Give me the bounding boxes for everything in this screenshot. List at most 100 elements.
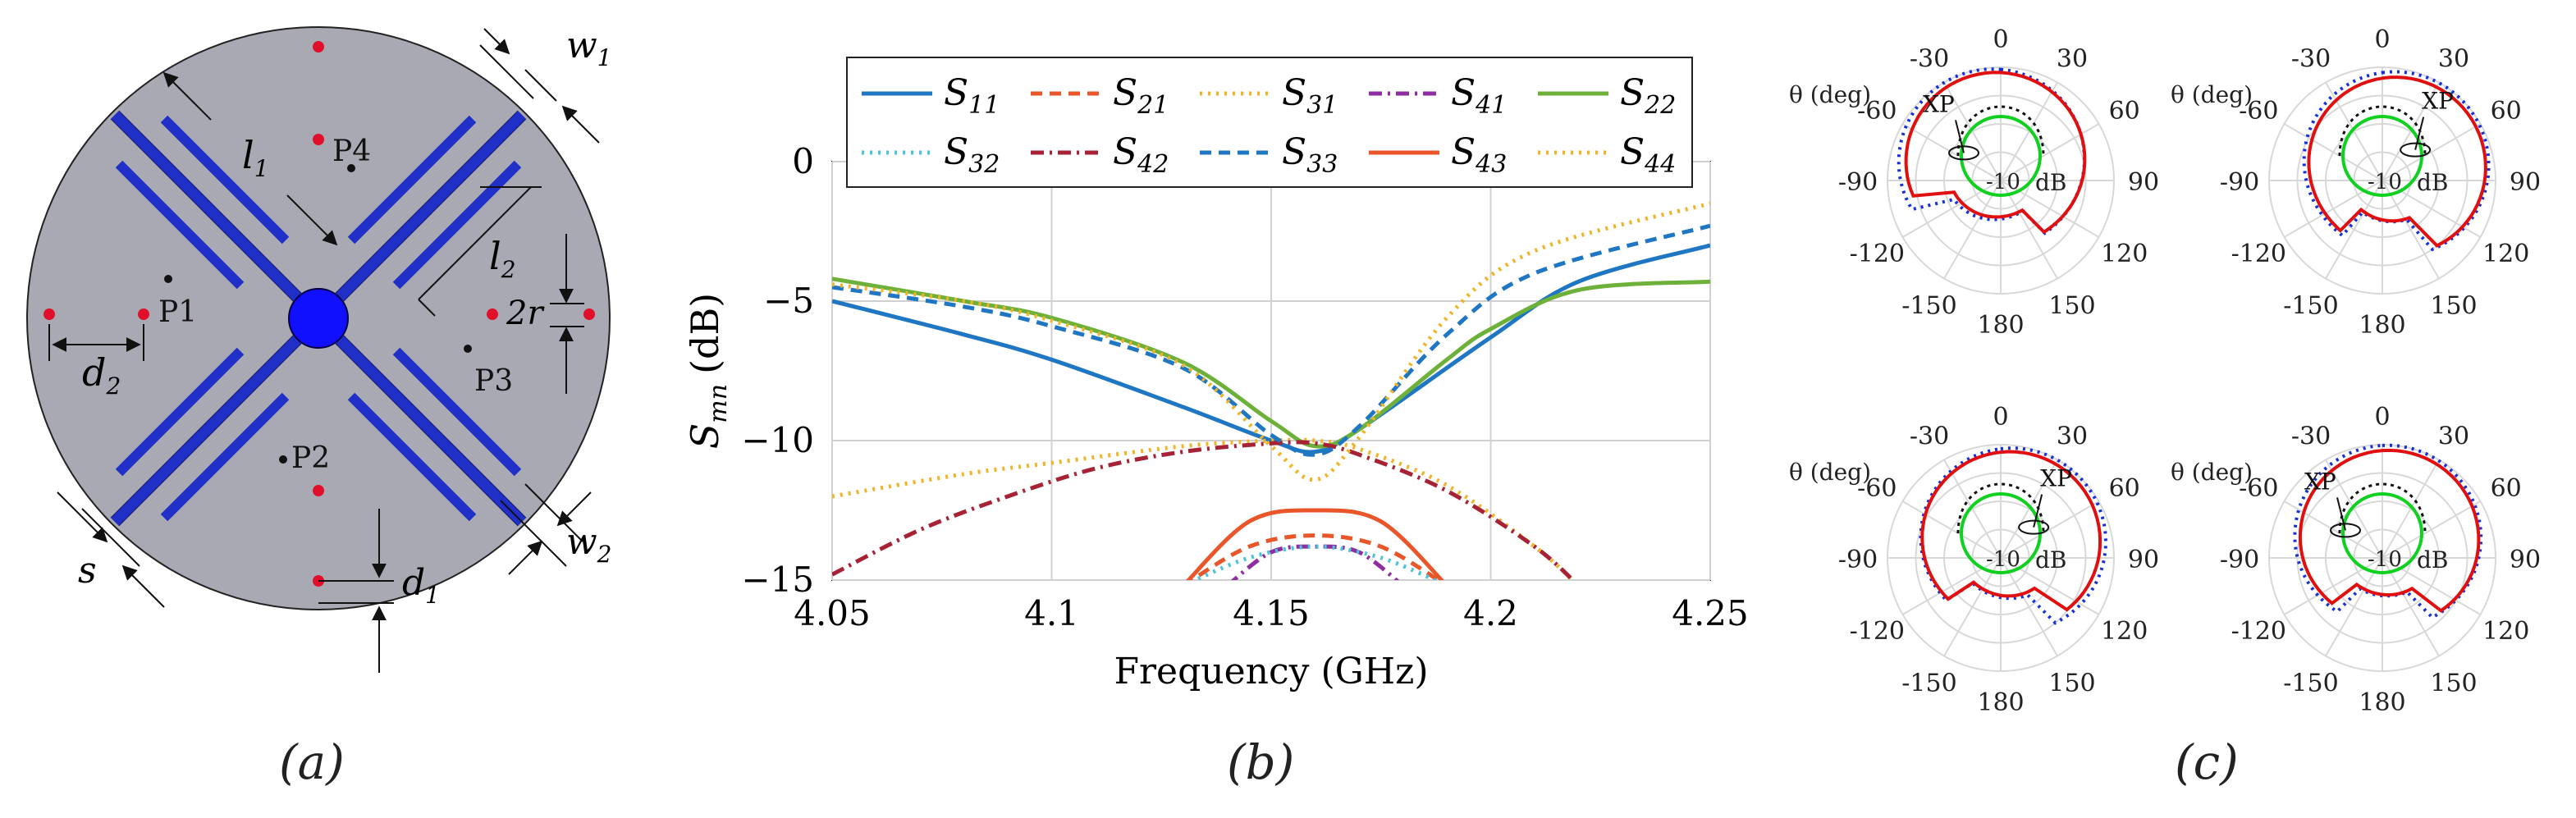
xp-ellipse — [2400, 142, 2432, 158]
measured-copol-pattern — [2298, 448, 2481, 613]
inner-ring-label: -10 — [2368, 170, 2402, 194]
legend: S11 S21 S31 S41 S22 S32 S42 S33 S43 S44 — [846, 57, 1693, 188]
port-label-p2: P2 — [291, 441, 330, 475]
xp-pointer — [2414, 117, 2425, 150]
panel-c-polar-patterns: 0 30 60 90 120 150 180 -150 -120 -90 -60 -30 θ (deg)… — [1789, 0, 2576, 738]
polar-spoke — [2283, 557, 2383, 615]
measured-copol-pattern — [1920, 450, 2102, 612]
polar-angle-label: 180 — [1977, 688, 2024, 717]
label-d2: d2 — [82, 350, 121, 400]
series-line-s31 — [832, 437, 1576, 580]
series-line-s41 — [1230, 544, 1400, 580]
legend-box — [846, 57, 1693, 188]
polar-angle-label: 150 — [2430, 292, 2477, 321]
label-w2: w2 — [566, 521, 612, 568]
polar-angle-label: -120 — [2231, 617, 2286, 646]
port-dots — [164, 164, 472, 464]
polar-angle-label: 0 — [1993, 25, 2008, 54]
polar-spoke — [1943, 557, 2002, 657]
y-tick-labels: 0 −5 −10 −15 — [741, 141, 814, 600]
y-axis-label: Smn(dB) — [683, 293, 733, 449]
polar-spoke — [2000, 180, 2100, 238]
simulated-pattern — [1919, 446, 2107, 625]
polar-angle-label: 150 — [2048, 669, 2095, 698]
polar-spoke — [2283, 123, 2383, 181]
polar-angle-label: 30 — [2438, 44, 2469, 73]
xp-label: XP — [2422, 88, 2454, 115]
xp-pattern — [2338, 105, 2427, 157]
polar-spoke — [1943, 459, 2002, 559]
port-label-p4: P4 — [332, 135, 371, 168]
polar-spoke — [2382, 500, 2482, 559]
x-tick-label: 4.2 — [1463, 593, 1518, 633]
y-tick-label: −5 — [763, 281, 814, 321]
db-label: dB — [2417, 169, 2449, 196]
polar-spoke — [2382, 459, 2440, 559]
polar-angle-label: -30 — [2291, 422, 2331, 450]
polar-spoke — [1901, 180, 2002, 238]
polar-angle-label: -150 — [2283, 669, 2338, 698]
y-tick-label: 0 — [792, 141, 814, 181]
polar-theta-label: θ (deg) — [1789, 81, 1871, 108]
polar-angle-label: 90 — [2128, 168, 2159, 197]
polar-spoke — [1901, 557, 2002, 615]
polar-angle-label: 0 — [1993, 403, 2008, 432]
polar-angle-label: 120 — [2482, 617, 2529, 646]
polar-angle-label: -90 — [1838, 546, 1878, 574]
xp-pointer — [1955, 120, 1965, 153]
polar-angle-label: 120 — [2482, 240, 2529, 268]
port-label-p1: P1 — [158, 295, 197, 329]
polar-angle-label: 150 — [2430, 669, 2477, 698]
polar-angle-label: 90 — [2128, 546, 2159, 574]
polar-angle-label: 60 — [2491, 97, 2522, 126]
xp-label: XP — [2040, 465, 2072, 492]
xp-pattern — [1956, 105, 2045, 157]
polar-spoke — [2000, 500, 2100, 559]
polar-angle-label: 0 — [2374, 25, 2390, 54]
xp-pattern — [1956, 482, 2045, 534]
legend-label-s41: S41 — [1451, 72, 1507, 120]
caption-b: (b) — [1227, 734, 1295, 790]
y-tick-label: −10 — [741, 420, 814, 460]
polar-spoke — [2000, 459, 2058, 559]
inner-ring-label: -10 — [1986, 547, 2020, 572]
sparam-chart-svg: 4.05 4.1 4.15 4.2 4.25 0 −5 −10 −15 Frequency (… — [683, 57, 1749, 692]
polar-angle-label: -60 — [1857, 97, 1897, 126]
polar-angle-label: -30 — [1910, 44, 1949, 73]
polar-angle-label: -120 — [1850, 240, 1905, 268]
xp-ellipse — [2018, 519, 2050, 535]
xp-label: XP — [1923, 90, 1955, 117]
db-label: dB — [2035, 546, 2067, 574]
polar-angle-label: -90 — [1838, 168, 1878, 197]
port-label-p3: P3 — [474, 364, 513, 398]
parasitic-strips — [115, 115, 522, 522]
xp-label: XP — [2304, 468, 2336, 495]
polar-angle-label: 180 — [2359, 688, 2405, 717]
panel-b-sparam-chart: 4.05 4.1 4.15 4.2 4.25 0 −5 −10 −15 Frequency (… — [657, 0, 1773, 722]
polar-spoke — [2382, 557, 2440, 657]
polar-angle-label: 120 — [2101, 617, 2148, 646]
polar-angle-label: -30 — [2291, 44, 2331, 73]
polar-spoke — [2382, 557, 2482, 615]
x-tick-label: 4.15 — [1233, 593, 1310, 633]
xp-ellipse — [2330, 523, 2362, 538]
polar-spoke — [2325, 81, 2383, 181]
polar-spoke — [2382, 180, 2440, 280]
x-axis-label: Frequency (GHz) — [1114, 651, 1428, 692]
panel-a-antenna-diagram: P1 P2 P3 P4 — [0, 0, 640, 722]
center-feed — [288, 288, 349, 349]
polar-angle-label: -60 — [2239, 474, 2278, 503]
polar-spoke — [1943, 180, 2002, 280]
measured-copol-pattern — [1904, 71, 2087, 235]
polar-spoke — [2325, 557, 2383, 657]
polar-angle-label: 180 — [2359, 311, 2405, 340]
db-label: dB — [2417, 546, 2449, 574]
polar-angle-label: -120 — [1850, 617, 1905, 646]
polar-spoke — [2000, 123, 2100, 181]
polar-angle-label: -90 — [2220, 168, 2259, 197]
polar-spoke — [2325, 180, 2383, 280]
polar-angle-label: 30 — [2057, 422, 2088, 450]
